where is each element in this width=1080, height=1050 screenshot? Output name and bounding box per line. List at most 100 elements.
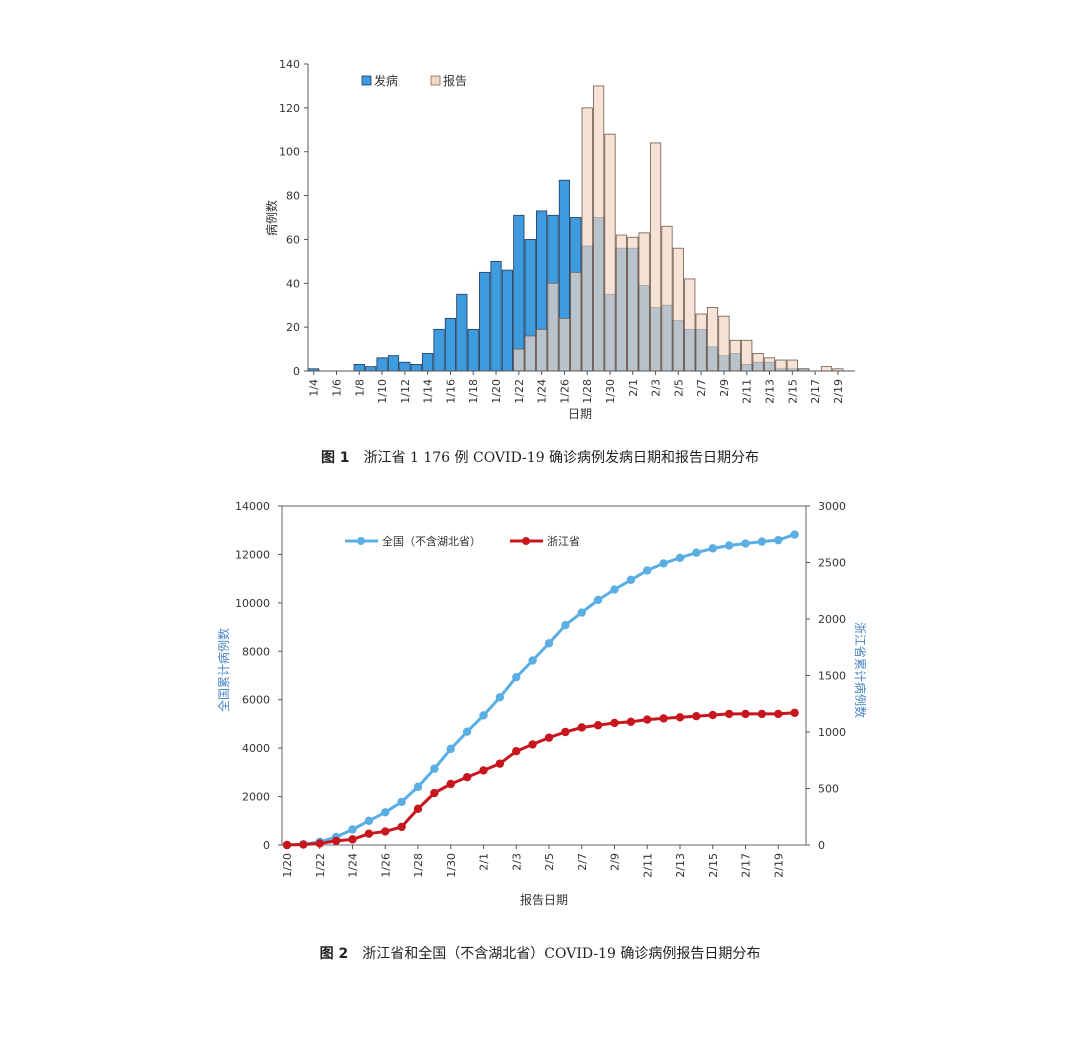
point-national-1/25 [364, 816, 374, 825]
figure2-ytick-right-label: 2500 [818, 557, 846, 570]
point-zhejiang-1/30 [446, 779, 455, 789]
legend-label-national: 全国（不含湖北省） [382, 534, 481, 548]
point-zhejiang-2/16 [724, 709, 734, 719]
point-zhejiang-1/26 [381, 827, 390, 836]
figure2-xtick-label: 2/5 [543, 853, 556, 871]
figure1-xtick-label: 1/18 [467, 379, 480, 404]
figure2-xtick-label: 2/17 [740, 853, 753, 878]
figure1-xtick-label: 2/11 [741, 379, 754, 404]
figure2-ylabel-right: 浙江省累计病例数 [853, 622, 868, 718]
point-zhejiang-2/4 [528, 740, 537, 749]
bar-onset-1/10 [376, 357, 388, 372]
figure2-ytick-left-label: 12000 [235, 548, 270, 561]
figure2-caption: 图 2 浙江省和全国（不含湖北省）COVID-19 确诊病例报告日期分布 [0, 943, 1080, 963]
figure1-caption: 图 1 浙江省 1 176 例 COVID-19 确诊病例发病日期和报告日期分布 [0, 447, 1080, 467]
point-zhejiang-2/13 [675, 713, 685, 722]
point-zhejiang-2/19 [774, 709, 783, 719]
figure2-number: 图 2 [319, 946, 349, 962]
bar-report-1/26 [558, 317, 571, 372]
bar-onset-1/16 [444, 317, 457, 372]
point-zhejiang-2/20 [790, 708, 799, 717]
point-national-2/9 [610, 585, 619, 594]
bar-report-2/10 [729, 339, 741, 372]
bar-onset-1/20 [490, 260, 502, 372]
figure1-ytick-label: 80 [286, 190, 300, 203]
point-national-1/31 [462, 727, 472, 736]
bar-report-1/23 [524, 335, 536, 372]
point-national-2/12 [659, 559, 668, 568]
figure1-caption-text: 浙江省 1 176 例 COVID-19 确诊病例发病日期和报告日期分布 [363, 450, 760, 466]
point-national-2/18 [757, 537, 767, 546]
figure1-xtick-label: 2/3 [650, 379, 663, 397]
line-national [286, 533, 796, 847]
bar-onset-1/13 [410, 364, 422, 372]
figure2-ytick-left-label: 2000 [242, 791, 270, 804]
point-zhejiang-2/14 [692, 711, 701, 721]
legend-label-onset: 发病 [374, 73, 398, 88]
figure1-xtick-label: 1/26 [558, 379, 571, 404]
figure2-ytick-right-label: 0 [818, 839, 825, 852]
bar-report-2/2 [638, 232, 650, 372]
figure1-xtick-label: 1/24 [536, 379, 549, 404]
bar-report-2/3 [649, 142, 662, 372]
figure1-xtick-label: 1/4 [308, 379, 321, 397]
figure1-legend: 发病 报告 [361, 73, 467, 88]
point-zhejiang-2/15 [708, 710, 717, 720]
bar-onset-1/19 [479, 271, 491, 372]
figure2-chart: 0 2000 4000 6000 8000 10000 12000 14000 0 500 100… [216, 500, 868, 907]
point-zhejiang-2/6 [561, 727, 570, 737]
point-zhejiang-1/27 [397, 822, 406, 832]
bar-report-1/22 [513, 348, 525, 372]
figure1-xtick-label: 2/19 [832, 379, 845, 404]
figure2-xtick-label: 1/26 [379, 853, 392, 878]
figure2-ytick-left-label: 10000 [235, 597, 270, 610]
figure1-ytick-label: 120 [279, 102, 300, 115]
bar-report-2/15 [786, 359, 798, 372]
point-zhejiang-1/25 [364, 829, 374, 838]
figure1-ytick-label: 40 [286, 277, 300, 290]
bar-report-2/13 [763, 357, 776, 372]
bar-onset-1/11 [387, 355, 400, 372]
figure1-xtick-label: 2/7 [695, 379, 708, 397]
figure1-xtick-label: 1/28 [581, 379, 594, 404]
figure1-ylabel: 病例数 [264, 200, 279, 236]
figure2-xtick-label: 2/1 [478, 853, 491, 871]
bar-report-1/28 [581, 107, 593, 372]
point-national-2/5 [544, 639, 554, 648]
figure1-ytick-label: 140 [279, 58, 300, 71]
point-national-2/1 [479, 711, 488, 720]
figure2-caption-text: 浙江省和全国（不含湖北省）COVID-19 确诊病例报告日期分布 [362, 946, 761, 962]
point-zhejiang-2/9 [610, 718, 619, 728]
bar-report-2/1 [627, 236, 639, 372]
bar-report-2/6 [684, 278, 696, 372]
point-national-2/17 [741, 539, 750, 548]
figure2-ytick-right-label: 1000 [818, 726, 846, 739]
point-national-2/19 [774, 535, 783, 545]
point-national-2/7 [577, 608, 586, 617]
figure2-legend: 全国（不含湖北省） 浙江省 [345, 534, 580, 548]
figure2-ytick-right-label: 3000 [818, 500, 846, 513]
figure1-xtick-label: 1/22 [513, 379, 526, 404]
figure1-xtick-label: 1/14 [422, 379, 435, 404]
point-national-1/26 [381, 808, 390, 817]
legend-marker-national [357, 537, 365, 545]
point-national-2/16 [724, 541, 734, 550]
figure2-xtick-label: 1/28 [412, 853, 425, 878]
point-zhejiang-2/17 [741, 709, 750, 719]
figure2-xtick-label: 1/20 [281, 853, 294, 878]
point-national-1/24 [348, 825, 357, 834]
figure1-ytick-label: 0 [293, 365, 300, 378]
figure1-xtick-label: 2/5 [672, 379, 685, 397]
point-zhejiang-2/2 [495, 759, 505, 768]
figure1-xtick-label: 2/1 [627, 379, 640, 397]
figure2-xtick-label: 1/24 [347, 853, 360, 878]
point-zhejiang-1/22 [315, 839, 324, 848]
figure2-xtick-label: 2/15 [707, 853, 720, 878]
bar-report-2/12 [752, 353, 764, 372]
figure1-xtick-label: 1/20 [490, 379, 503, 404]
point-zhejiang-1/28 [413, 804, 423, 814]
point-zhejiang-2/10 [626, 717, 636, 727]
figure1-xlabel: 日期 [568, 407, 592, 421]
point-national-1/28 [413, 782, 423, 792]
point-zhejiang-1/24 [348, 835, 357, 844]
